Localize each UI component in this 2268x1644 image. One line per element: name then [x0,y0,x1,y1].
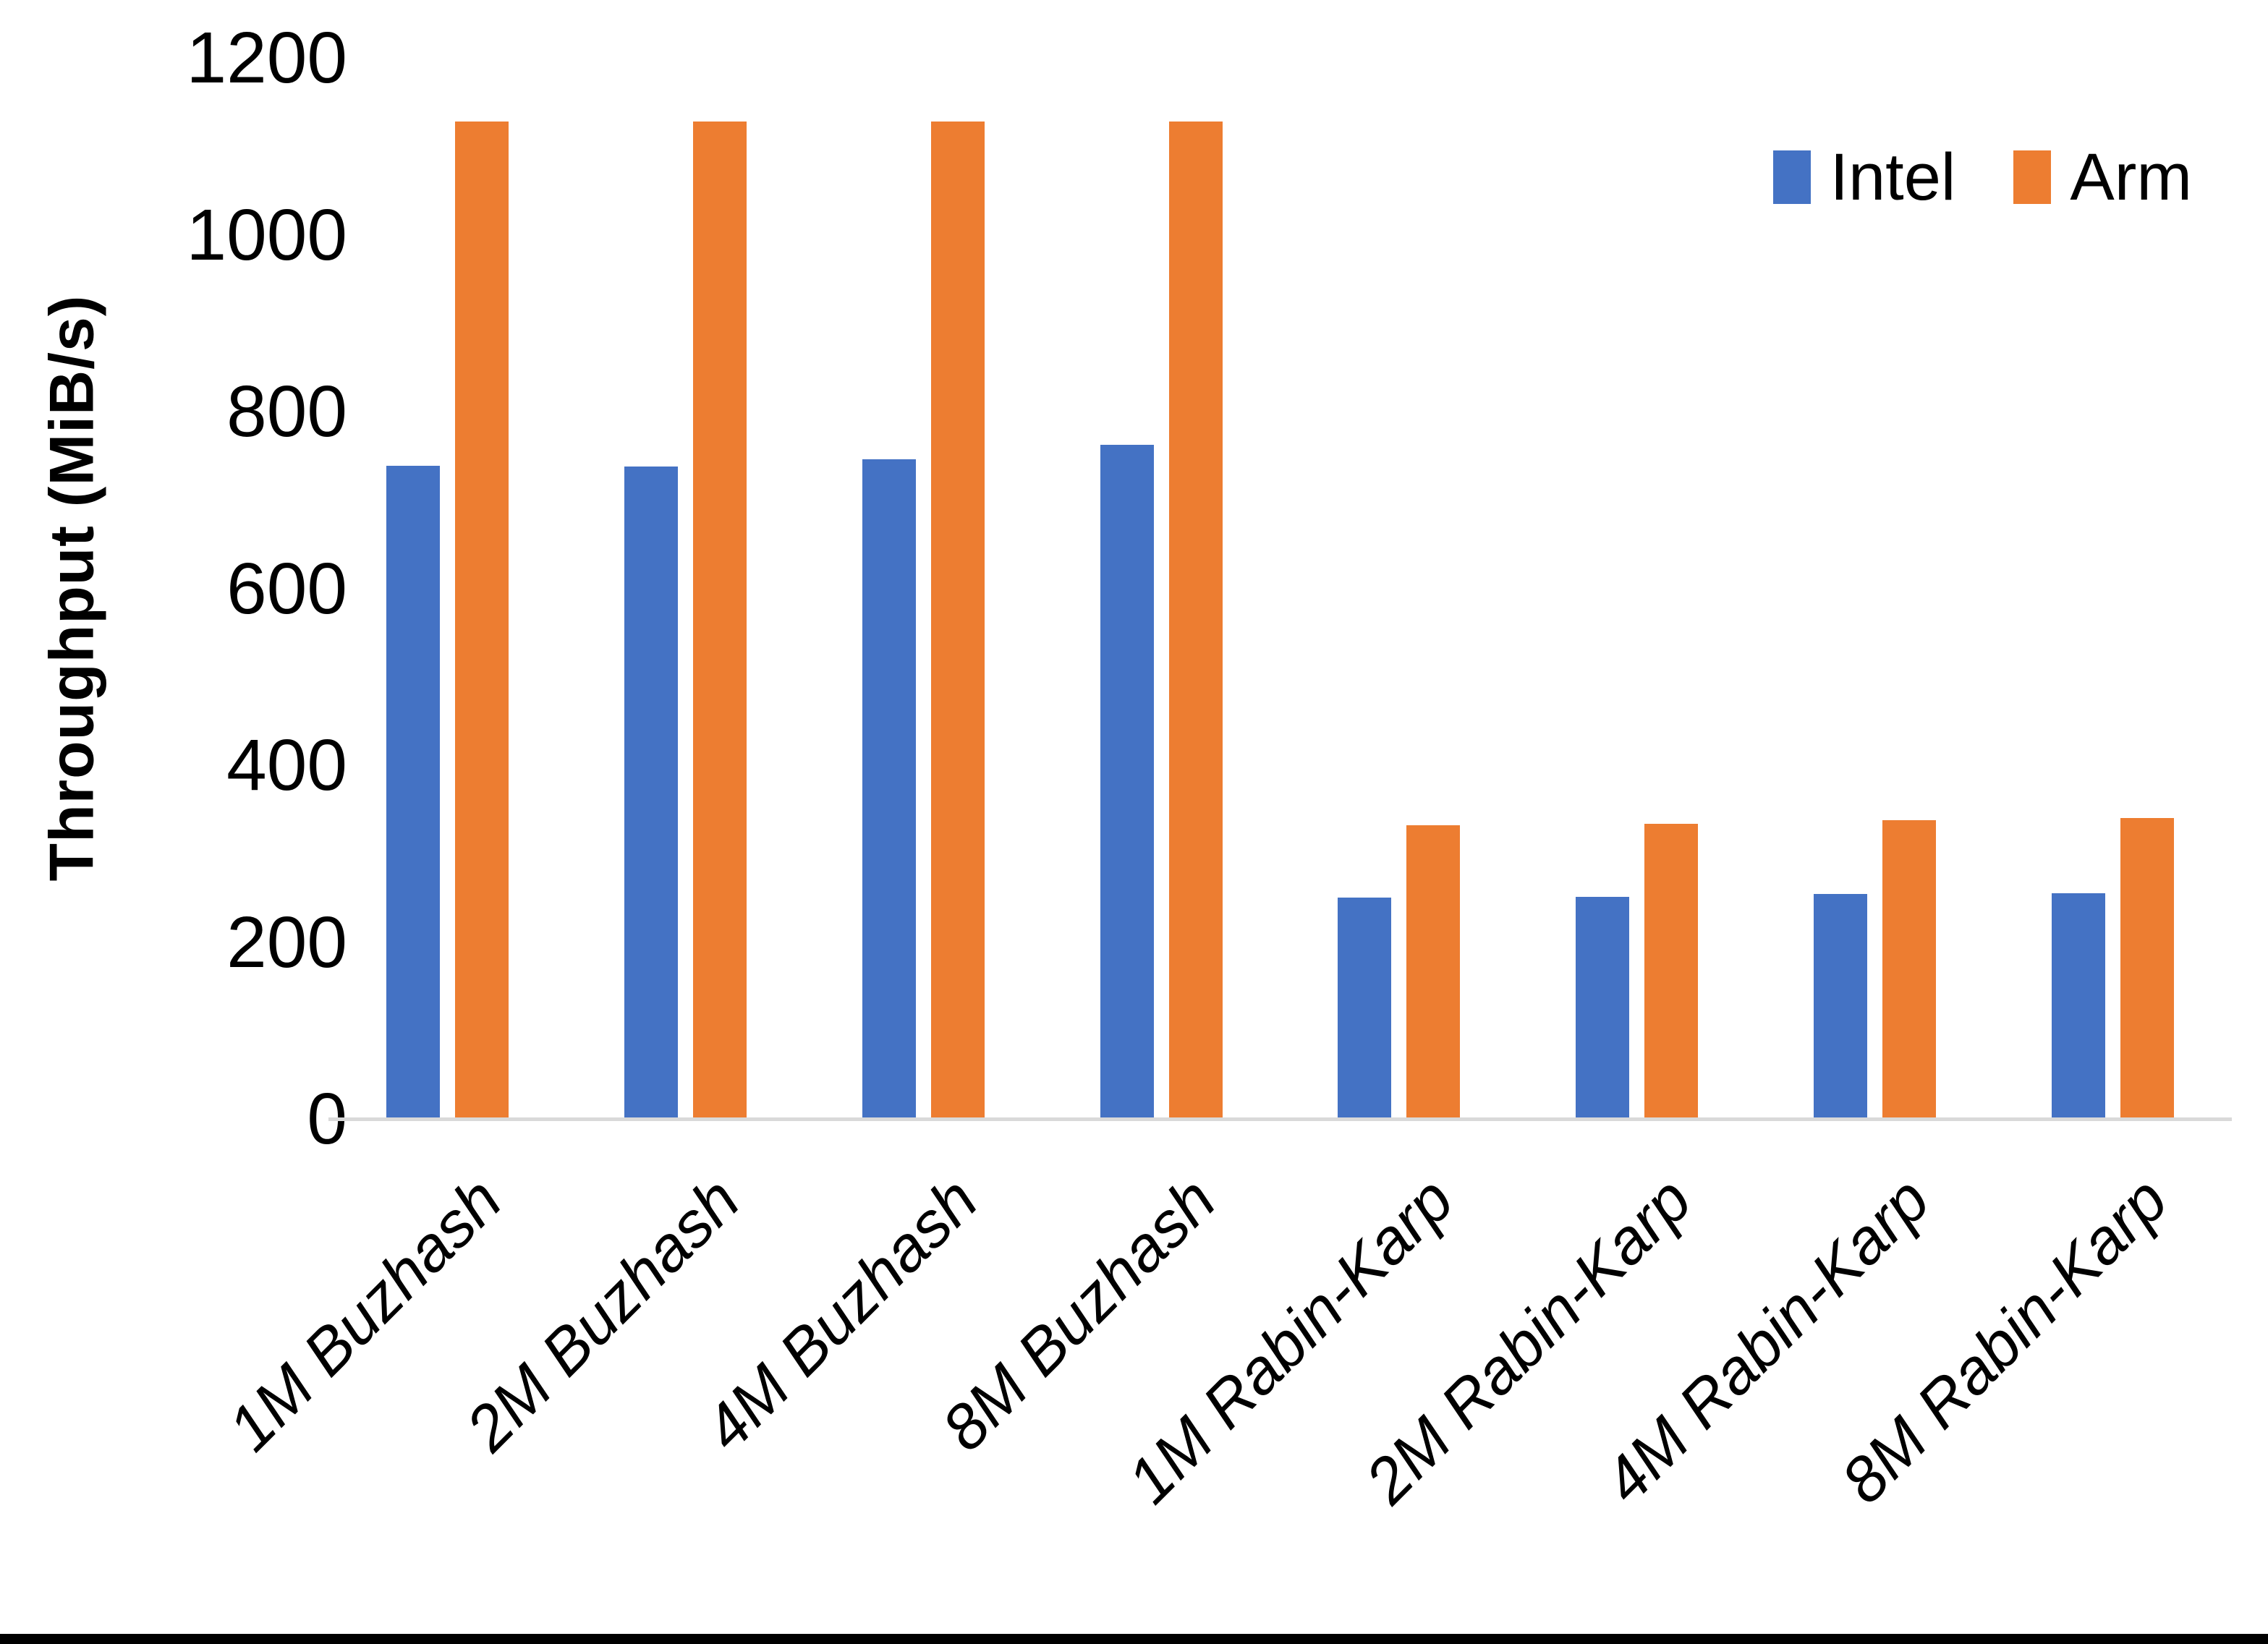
bar-arm [1168,122,1223,1119]
bar-arm [454,122,509,1119]
legend-item: Arm [2013,144,2192,210]
bar-arm [1644,823,1699,1119]
bar-intel [2052,893,2106,1119]
bar-arm [930,122,985,1119]
bar-intel [624,466,678,1119]
bar-intel [386,465,440,1119]
y-tick-label: 0 [307,1078,347,1159]
bar-arm [692,122,747,1119]
bar-arm [1882,819,1937,1119]
bar-intel [1814,894,1868,1119]
y-tick-label: 800 [226,371,347,452]
y-tick-label: 1200 [186,17,347,98]
legend: Intel Arm [1773,144,2192,210]
bar-arm [2120,818,2175,1119]
y-tick-label: 200 [226,901,347,983]
bottom-border [0,1634,2268,1644]
bar-intel [1576,897,1630,1119]
legend-item: Intel [1773,144,1955,210]
x-axis-line [328,1117,2232,1121]
bar-intel [1338,898,1392,1119]
bar-arm [1406,825,1461,1119]
legend-swatch-intel [1773,150,1812,204]
legend-label: Intel [1830,140,1956,214]
bar-intel [862,459,916,1119]
legend-swatch-arm [2013,150,2052,204]
y-tick-label: 1000 [186,194,347,276]
y-tick-label: 400 [226,725,347,806]
y-tick-label: 600 [226,548,347,629]
bar-intel [1100,445,1154,1119]
legend-label: Arm [2070,140,2192,214]
